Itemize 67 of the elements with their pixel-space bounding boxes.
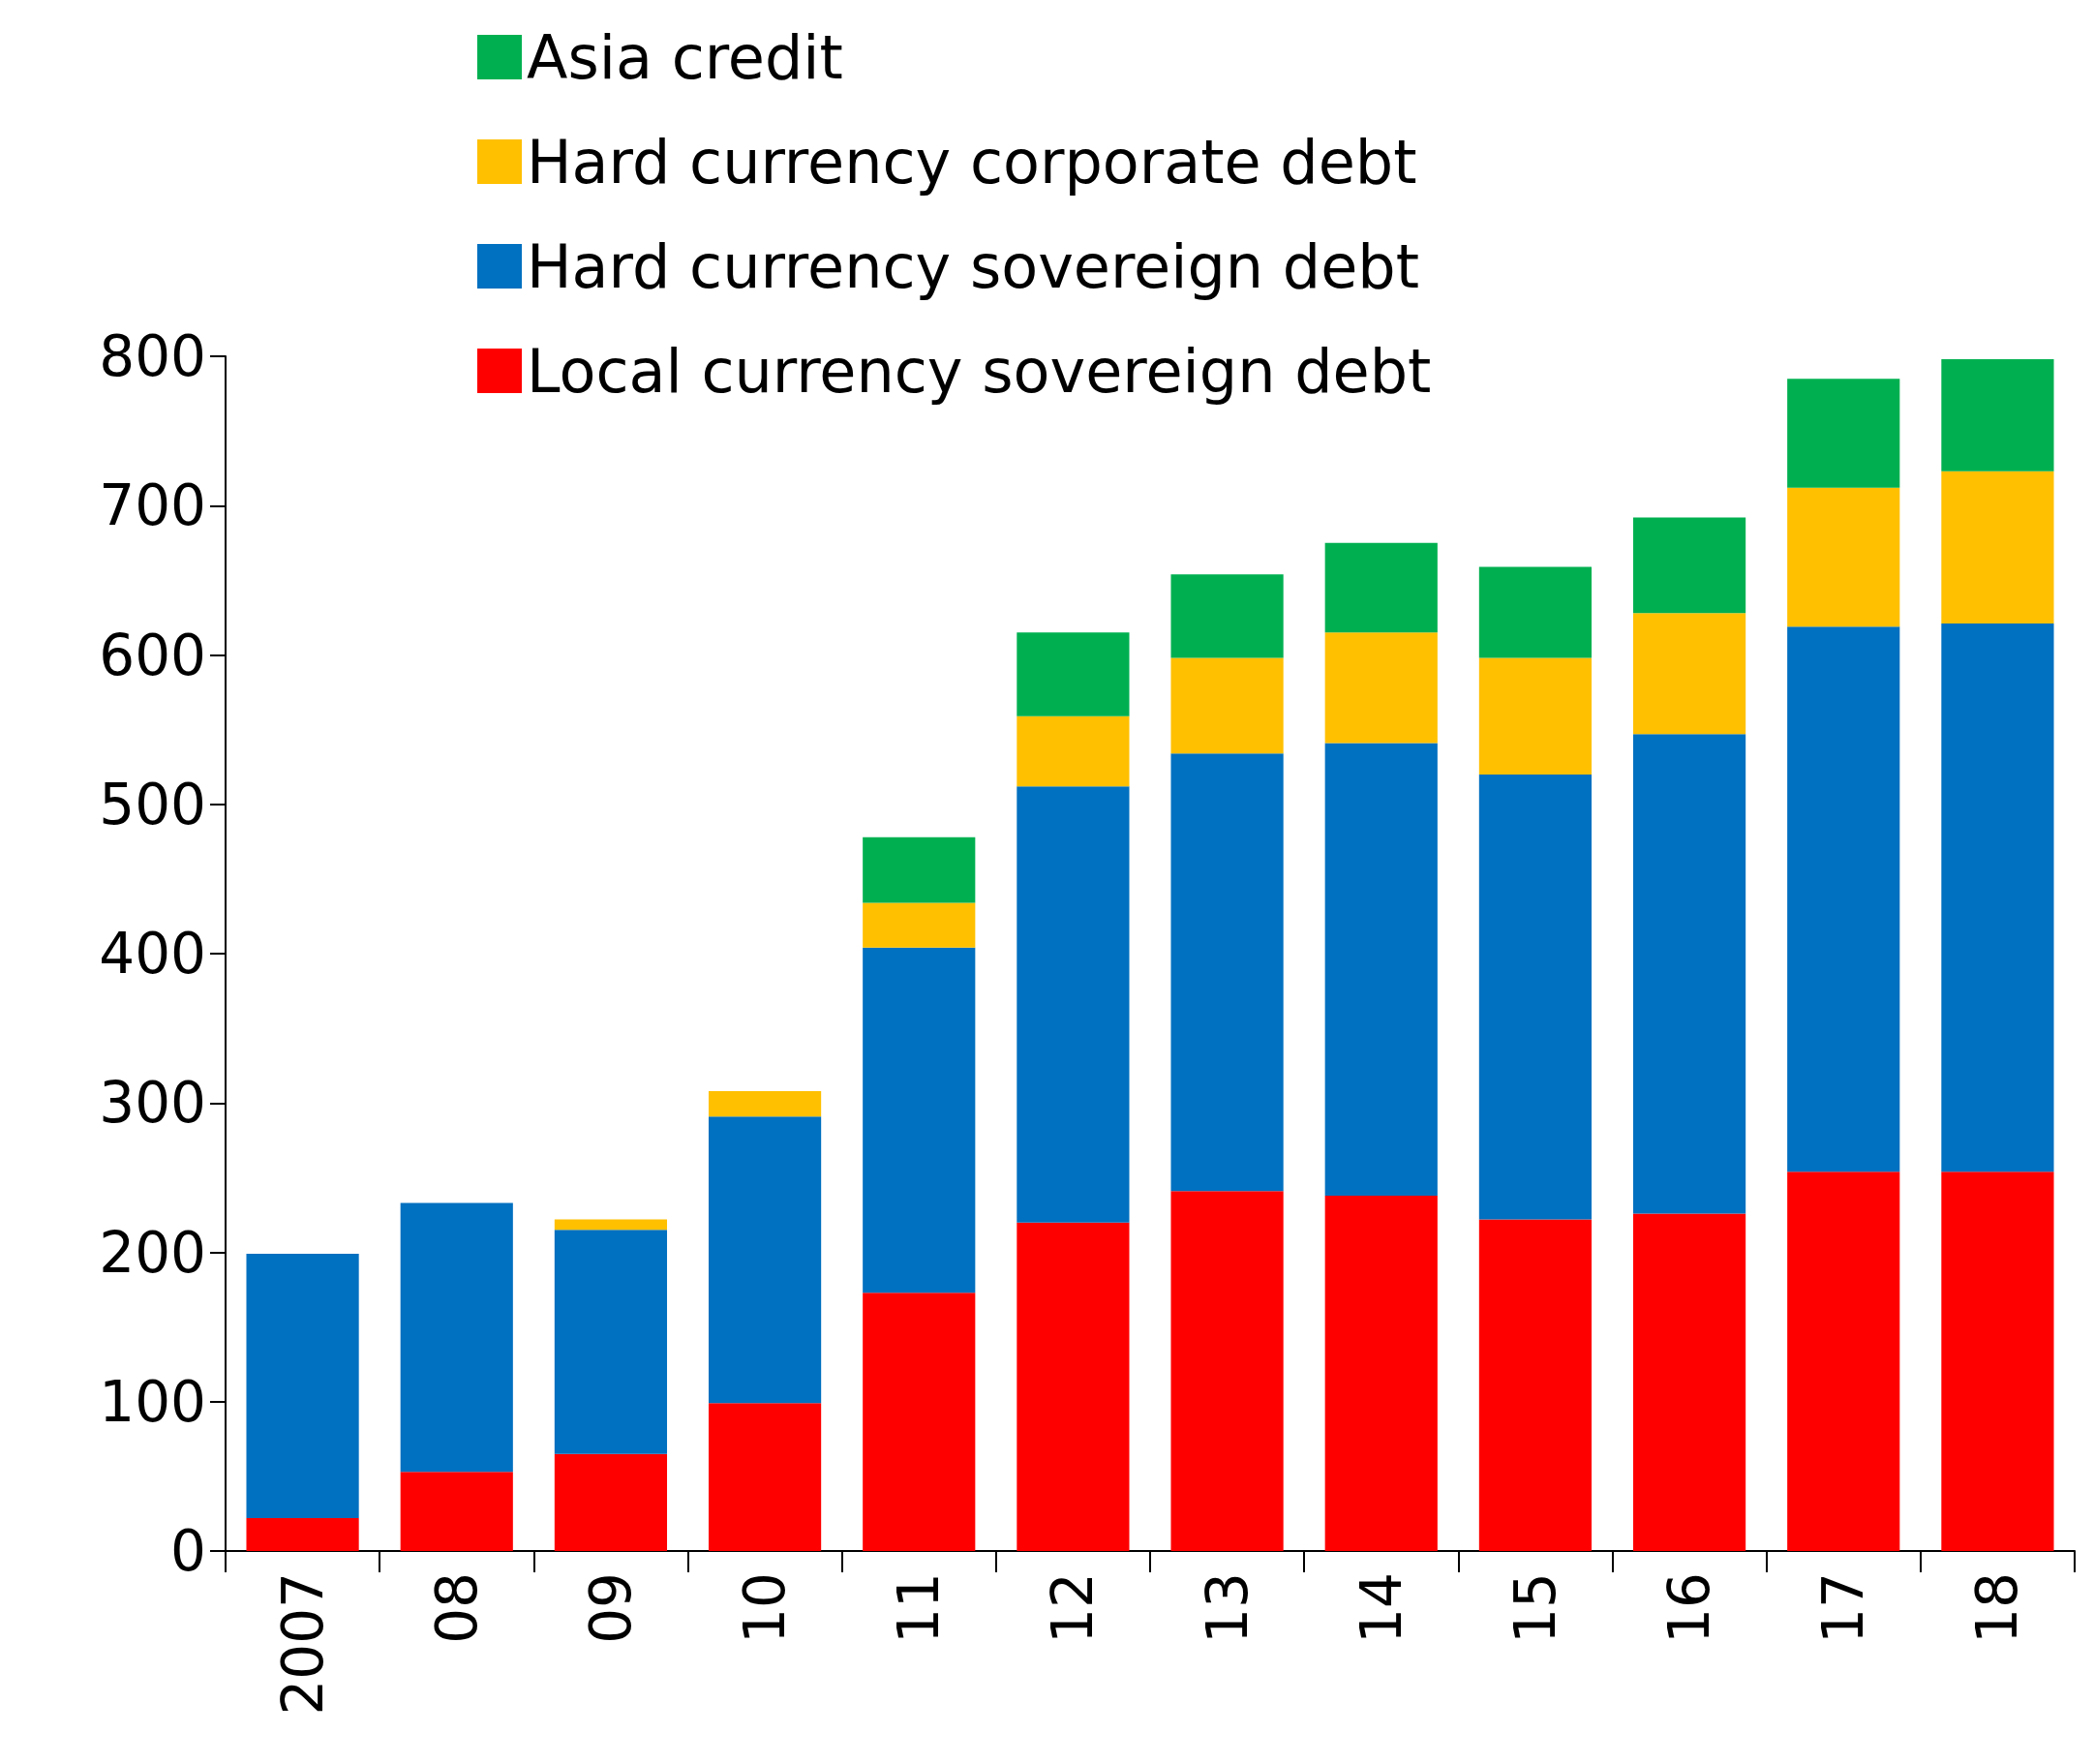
y-tick-label: 500 [99, 771, 206, 837]
x-tick-label: 2007 [269, 1572, 336, 1716]
y-tick-label: 0 [170, 1518, 206, 1584]
bar [554, 1453, 668, 1551]
x-tick-label: 15 [1502, 1572, 1568, 1644]
x-tick-label: 17 [1810, 1572, 1877, 1644]
bar [1017, 1222, 1130, 1551]
x-tick-label: 18 [1964, 1572, 2031, 1644]
x-tick-label: 16 [1656, 1572, 1723, 1644]
bar [1170, 574, 1284, 658]
bar [554, 1219, 668, 1231]
x-tick-label: 10 [732, 1572, 799, 1644]
legend-label: Hard currency sovereign debt [527, 230, 1420, 302]
bar [1941, 1171, 2054, 1551]
bar [1478, 774, 1593, 1220]
x-tick-label: 09 [577, 1572, 644, 1644]
y-tick-label: 800 [99, 323, 206, 389]
y-tick-label: 700 [99, 472, 206, 539]
bar [1017, 715, 1130, 787]
bar [1787, 626, 1900, 1172]
bar [400, 1202, 513, 1473]
bar [1170, 657, 1284, 754]
bar [1787, 1171, 1900, 1551]
bar [1941, 359, 2054, 471]
bar [246, 1518, 359, 1551]
bar [863, 947, 976, 1293]
legend-label: Hard currency corporate debt [527, 126, 1417, 198]
bar [1170, 1191, 1284, 1551]
bar [708, 1403, 822, 1551]
bar [1478, 1219, 1593, 1551]
bar [1170, 753, 1284, 1192]
bar [1632, 517, 1746, 614]
bar [1324, 1195, 1438, 1551]
x-tick-label: 08 [423, 1572, 490, 1644]
bar [1017, 786, 1130, 1223]
legend-label: Asia credit [527, 21, 843, 93]
bar [400, 1472, 513, 1551]
x-tick-label: 11 [886, 1572, 953, 1644]
bar [1324, 743, 1438, 1196]
bar [246, 1254, 359, 1519]
bar [1632, 1213, 1746, 1551]
bar [1478, 657, 1593, 775]
bar [1324, 542, 1438, 633]
bar [863, 902, 976, 948]
bar [1017, 632, 1130, 716]
y-tick-label: 100 [99, 1368, 206, 1435]
bar [1941, 471, 2054, 624]
bar [1787, 379, 1900, 488]
bar [1324, 632, 1438, 744]
bar [863, 1293, 976, 1551]
y-tick-label: 200 [99, 1219, 206, 1286]
bar [1941, 623, 2054, 1172]
x-tick-label: 14 [1348, 1572, 1414, 1644]
bar [1478, 566, 1593, 658]
bar [554, 1230, 668, 1454]
y-tick-label: 600 [99, 622, 206, 688]
legend-label: Local currency sovereign debt [527, 335, 1432, 407]
y-tick-label: 400 [99, 921, 206, 987]
bar [1632, 613, 1746, 735]
bar [708, 1090, 822, 1117]
bar [1632, 734, 1746, 1214]
bar [708, 1116, 822, 1404]
bar [863, 836, 976, 903]
bar [1787, 487, 1900, 627]
x-tick-label: 12 [1040, 1572, 1107, 1644]
y-tick-label: 300 [99, 1070, 206, 1137]
x-tick-label: 13 [1194, 1572, 1260, 1644]
